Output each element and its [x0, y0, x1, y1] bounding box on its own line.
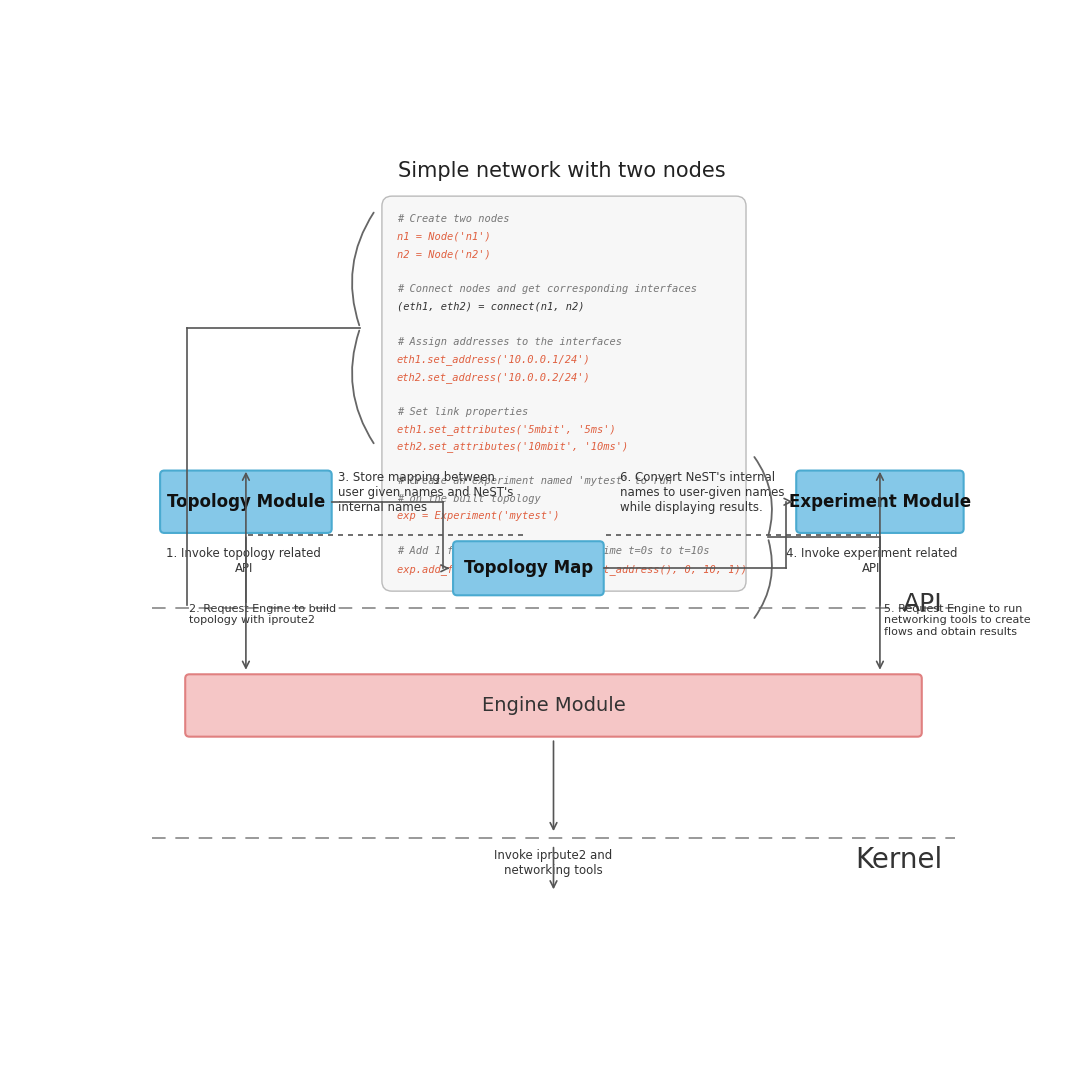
FancyBboxPatch shape — [796, 471, 963, 532]
Text: 2. Request Engine to build
topology with iproute2: 2. Request Engine to build topology with… — [189, 604, 337, 625]
Text: # Set link properties: # Set link properties — [397, 406, 528, 417]
Text: Topology Module: Topology Module — [166, 492, 325, 511]
Text: n2 = Node('n2'): n2 = Node('n2') — [397, 249, 490, 259]
Text: n1 = Node('n1'): n1 = Node('n1') — [397, 232, 490, 242]
Text: eth2.set_attributes('10mbit', '10ms'): eth2.set_attributes('10mbit', '10ms') — [397, 442, 629, 453]
Text: 5. Request Engine to run
networking tools to create
flows and obtain results: 5. Request Engine to run networking tool… — [885, 604, 1030, 637]
FancyBboxPatch shape — [160, 471, 332, 532]
Text: 3. Store mapping between
user given names and NeST's
internal names: 3. Store mapping between user given name… — [338, 471, 513, 514]
Text: exp.add_flow(Flow(n1, n2, eth2.get_address(), 0, 10, 1)): exp.add_flow(Flow(n1, n2, eth2.get_addre… — [397, 564, 747, 575]
Text: # Connect nodes and get corresponding interfaces: # Connect nodes and get corresponding in… — [397, 284, 697, 294]
Text: # Create two nodes: # Create two nodes — [397, 215, 510, 225]
Text: Engine Module: Engine Module — [482, 696, 625, 715]
Text: eth1.set_address('10.0.0.1/24'): eth1.set_address('10.0.0.1/24') — [397, 354, 591, 365]
FancyBboxPatch shape — [186, 674, 922, 737]
Text: # Add 1 flow from n1 to n2 from time t=0s to t=10s: # Add 1 flow from n1 to n2 from time t=0… — [397, 546, 710, 556]
Text: Invoke iproute2 and
networking tools: Invoke iproute2 and networking tools — [495, 849, 612, 877]
Text: # Create an experiment named 'mytest' to run: # Create an experiment named 'mytest' to… — [397, 476, 672, 486]
Text: Kernel: Kernel — [855, 847, 943, 875]
FancyBboxPatch shape — [382, 197, 746, 591]
Text: # Assign addresses to the interfaces: # Assign addresses to the interfaces — [397, 337, 622, 347]
Text: API: API — [903, 592, 943, 616]
Text: eth1.set_attributes('5mbit', '5ms'): eth1.set_attributes('5mbit', '5ms') — [397, 424, 616, 435]
Text: 6. Convert NeST's internal
names to user-given names
while displaying results.: 6. Convert NeST's internal names to user… — [620, 471, 785, 514]
Text: Topology Map: Topology Map — [463, 559, 593, 578]
Text: exp = Experiment('mytest'): exp = Experiment('mytest') — [397, 511, 559, 522]
Text: # on the built topology: # on the built topology — [397, 494, 541, 504]
Text: Experiment Module: Experiment Module — [788, 492, 971, 511]
Text: eth2.set_address('10.0.0.2/24'): eth2.set_address('10.0.0.2/24') — [397, 372, 591, 382]
Text: 4. Invoke experiment related
API: 4. Invoke experiment related API — [786, 548, 957, 575]
FancyBboxPatch shape — [454, 541, 604, 595]
Text: Simple network with two nodes: Simple network with two nodes — [399, 161, 726, 181]
Text: 1. Invoke topology related
API: 1. Invoke topology related API — [166, 548, 321, 575]
Text: (eth1, eth2) = connect(n1, n2): (eth1, eth2) = connect(n1, n2) — [397, 301, 584, 312]
